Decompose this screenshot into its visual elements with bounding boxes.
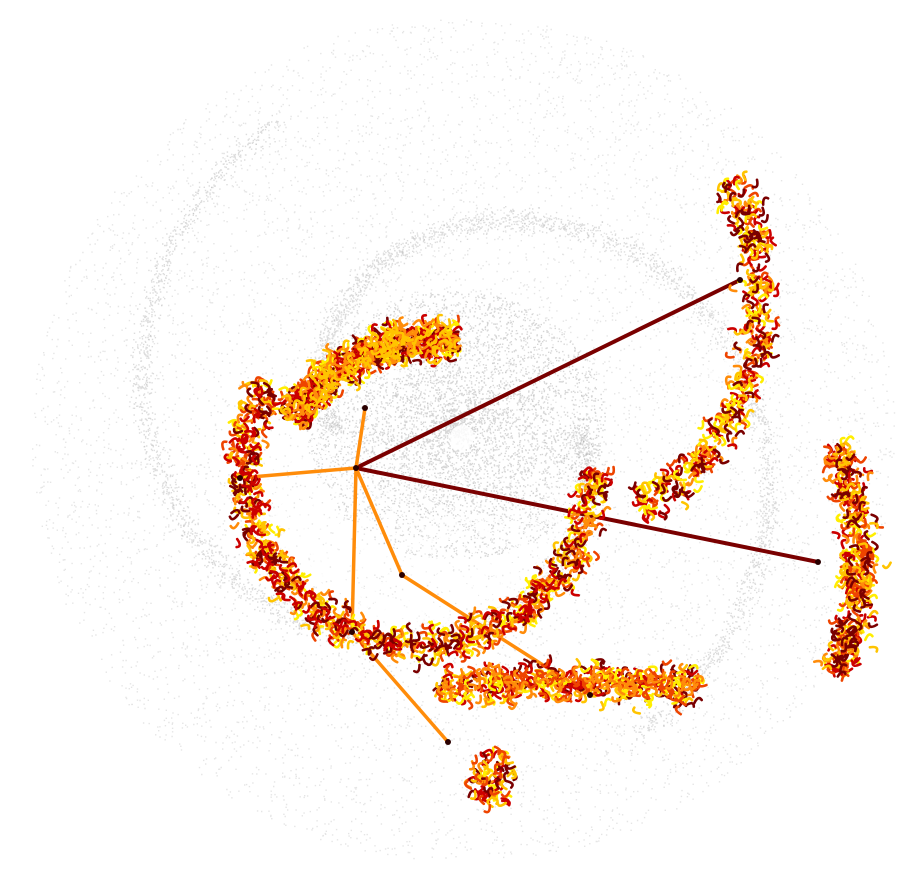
- sub-branch: [350, 466, 358, 634]
- junction-node: [399, 572, 405, 578]
- leaf-node-group: [228, 381, 613, 674]
- core-particles: [305, 291, 606, 559]
- junction-node: [737, 277, 743, 283]
- particle-field: [32, 19, 896, 860]
- galaxy-core-highlight: [450, 425, 474, 449]
- leaf-node-group: [279, 313, 460, 422]
- sub-branch: [354, 406, 367, 470]
- junction-node: [587, 692, 593, 698]
- junction-node: [349, 629, 355, 635]
- leaf-nodes: [221, 170, 892, 814]
- leaf-node-group: [464, 745, 511, 814]
- junction-node: [815, 559, 821, 565]
- leaf-node-group: [821, 441, 892, 671]
- sub-branch: [354, 466, 404, 577]
- junction-node: [362, 405, 368, 411]
- leaf-node-group: [830, 442, 879, 678]
- tree-edges: [224, 175, 888, 809]
- junction-node: [237, 475, 243, 481]
- sub-branch: [238, 466, 358, 480]
- leaf-node-group: [627, 178, 780, 521]
- junction-node: [445, 739, 451, 745]
- junction-node: [353, 465, 359, 471]
- leaf-node-group: [469, 752, 518, 808]
- trunk-branch: [354, 278, 742, 470]
- leaf-node-group: [437, 661, 704, 711]
- leaf-node-group: [223, 385, 613, 659]
